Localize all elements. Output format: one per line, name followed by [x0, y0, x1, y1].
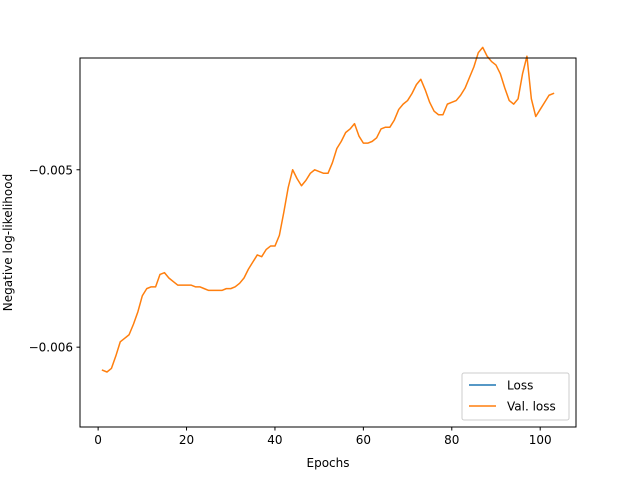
x-tick-label: 20	[179, 433, 194, 447]
x-axis-label: Epochs	[307, 456, 350, 470]
x-tick-label: 80	[444, 433, 459, 447]
y-axis: −0.006−0.005−0.004−0.003−0.002−0.001	[29, 163, 80, 355]
plot-lines	[101, 46, 555, 373]
x-tick-label: 60	[356, 433, 371, 447]
x-tick-label: 40	[267, 433, 282, 447]
legend: Loss Val. loss	[461, 372, 570, 421]
plot-frame	[79, 57, 577, 428]
x-tick-label: 0	[94, 433, 102, 447]
series-line-val-loss	[101, 46, 555, 373]
y-tick-label: −0.006	[29, 341, 73, 355]
x-axis: 0 20 40 60 80 100	[94, 427, 552, 447]
legend-label: Loss	[507, 379, 533, 393]
x-tick-label: 100	[529, 433, 552, 447]
y-tick-label: −0.005	[29, 163, 73, 177]
y-axis-label: Negative log-likelihood	[1, 174, 15, 311]
legend-label: Val. loss	[507, 400, 556, 414]
